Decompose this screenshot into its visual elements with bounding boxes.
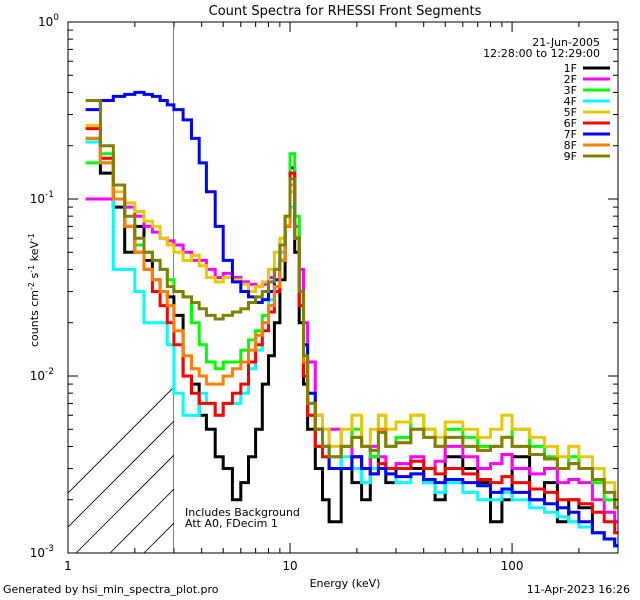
- y-tick-label: 10-3: [30, 544, 54, 560]
- legend-label-5F: 5F: [564, 106, 577, 119]
- legend-label-6F: 6F: [564, 117, 577, 130]
- y-tick-label: 100: [38, 13, 59, 29]
- y-tick-labels: 100 10-1 10-2 10-3: [30, 13, 60, 560]
- series-line-9F: [85, 99, 618, 510]
- date-label: 21-Jun-2005: [532, 36, 600, 49]
- footer-timestamp: 11-Apr-2023 16:26: [526, 583, 630, 596]
- annotation-background: Includes Background: [185, 506, 300, 519]
- annotation-attenuator: Att A0, FDecim 1: [185, 517, 278, 530]
- chart-title: Count Spectra for RHESSI Front Segments: [209, 4, 482, 19]
- series-layer: [85, 90, 618, 548]
- x-axis-label: Energy (keV): [310, 577, 381, 590]
- axis-ticks: [67, 21, 619, 554]
- legend-label-7F: 7F: [564, 128, 577, 141]
- x-tick-label: 10: [282, 559, 297, 573]
- x-tick-label: 100: [501, 559, 524, 573]
- y-tick-label: 10-2: [30, 367, 54, 383]
- legend-label-4F: 4F: [564, 95, 577, 108]
- x-tick-labels: 1 10 100: [64, 559, 523, 573]
- plot-frame: [67, 21, 619, 554]
- legend-label-1F: 1F: [564, 62, 577, 75]
- x-tick-label: 1: [64, 559, 72, 573]
- series-line-1F: [85, 136, 618, 548]
- hatch-line: [484, 22, 640, 553]
- footer-generated-by: Generated by hsi_min_spectra_plot.pro: [3, 583, 219, 596]
- legend-label-2F: 2F: [564, 73, 577, 86]
- hatch-line: [75, 454, 174, 553]
- legend-label-3F: 3F: [564, 84, 577, 97]
- hatch-line: [68, 386, 174, 494]
- y-tick-label: 10-1: [30, 190, 54, 206]
- legend-label-9F: 9F: [564, 150, 577, 163]
- legend-label-8F: 8F: [564, 139, 577, 152]
- time-range-label: 12:28:00 to 12:29:00: [483, 47, 600, 60]
- hatch-line: [68, 420, 174, 528]
- y-axis-label: counts cm-2 s-1 keV-1: [27, 233, 41, 347]
- background-hatch-region: [68, 22, 640, 553]
